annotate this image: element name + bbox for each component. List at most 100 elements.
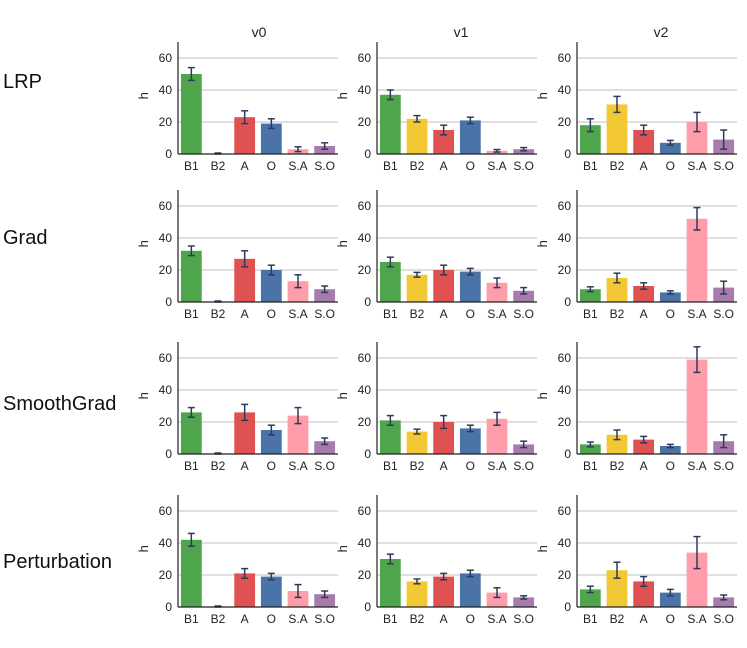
bar-b2: [606, 434, 628, 454]
y-tick-label: 0: [364, 147, 371, 161]
x-tick-label-s-o: S.O: [513, 307, 534, 321]
y-tick-label: 20: [159, 415, 173, 429]
bar-a: [433, 130, 455, 154]
x-tick-label-o: O: [466, 307, 475, 321]
x-tick-label-b1: B1: [583, 159, 598, 173]
bar-s-a: [686, 122, 708, 154]
x-tick-label-o: O: [267, 307, 276, 321]
row-label-perturbation: Perturbation: [3, 551, 112, 573]
x-tick-label-s-o: S.O: [713, 307, 734, 321]
bar-b2: [406, 431, 428, 454]
y-tick-label: 60: [159, 504, 173, 518]
x-tick-label-b2: B2: [610, 307, 625, 321]
y-axis-label: h: [535, 92, 550, 99]
bar-a: [234, 258, 256, 302]
y-axis-label: h: [136, 392, 151, 399]
y-tick-label: 60: [358, 351, 372, 365]
x-tick-label-a: A: [440, 612, 448, 626]
x-tick-label-s-a: S.A: [487, 307, 506, 321]
bar-s-o: [314, 146, 336, 154]
y-axis-label: h: [535, 392, 550, 399]
y-tick-label: 20: [358, 263, 372, 277]
bar-b2: [406, 118, 428, 154]
x-tick-label-b2: B2: [211, 307, 226, 321]
bar-s-o: [513, 290, 535, 302]
y-tick-label: 40: [558, 83, 572, 97]
x-tick-label-s-o: S.O: [314, 612, 335, 626]
y-tick-label: 40: [159, 536, 173, 550]
y-tick-label: 60: [159, 351, 173, 365]
bar-a: [633, 439, 655, 454]
x-tick-label-s-o: S.O: [713, 459, 734, 473]
y-tick-label: 0: [564, 147, 571, 161]
y-tick-label: 60: [358, 51, 372, 65]
x-tick-label-s-o: S.O: [513, 612, 534, 626]
panel-smoothgrad-v2: 0 20 40 60 h B1 B2 A O S.A S.O: [535, 342, 737, 473]
x-tick-label-b2: B2: [410, 612, 425, 626]
x-tick-label-a: A: [640, 612, 648, 626]
x-tick-label-b1: B1: [583, 459, 598, 473]
x-tick-label-b1: B1: [383, 307, 398, 321]
y-tick-label: 40: [558, 383, 572, 397]
y-tick-label: 0: [364, 600, 371, 614]
y-tick-label: 20: [358, 568, 372, 582]
x-tick-label-o: O: [666, 159, 675, 173]
y-tick-label: 0: [165, 147, 172, 161]
y-tick-label: 60: [558, 351, 572, 365]
bar-o: [260, 123, 282, 154]
y-axis-label: h: [335, 240, 350, 247]
panel-perturbation-v1: 0 20 40 60 h B1 B2 A O S.A S.O: [335, 495, 537, 626]
x-tick-label-s-o: S.O: [314, 459, 335, 473]
x-tick-label-s-a: S.A: [687, 307, 706, 321]
panel-perturbation-v0: 0 20 40 60 h B1 B2 A O S.A S.O: [136, 495, 338, 626]
bar-s-o: [713, 597, 735, 607]
x-tick-label-s-a: S.A: [487, 612, 506, 626]
x-tick-label-s-a: S.A: [687, 612, 706, 626]
bar-o: [659, 592, 681, 607]
y-tick-label: 60: [159, 51, 173, 65]
x-tick-label-s-o: S.O: [513, 459, 534, 473]
bar-o: [659, 446, 681, 454]
y-tick-label: 40: [358, 83, 372, 97]
y-axis-label: h: [136, 240, 151, 247]
y-tick-label: 0: [165, 295, 172, 309]
x-tick-label-a: A: [241, 159, 249, 173]
x-tick-label-o: O: [267, 612, 276, 626]
x-tick-label-o: O: [466, 459, 475, 473]
y-axis-label: h: [335, 392, 350, 399]
y-tick-label: 60: [358, 199, 372, 213]
x-tick-label-b1: B1: [184, 612, 199, 626]
x-tick-label-b2: B2: [610, 459, 625, 473]
panel-lrp-v0: 0 20 40 60 h B1 B2 A O S.A S.O: [136, 42, 338, 173]
x-tick-label-a: A: [241, 459, 249, 473]
bar-a: [633, 130, 655, 154]
bar-s-o: [513, 149, 535, 154]
x-tick-label-s-o: S.O: [713, 612, 734, 626]
x-tick-label-s-a: S.A: [487, 159, 506, 173]
bar-o: [459, 271, 481, 302]
column-titles: v0 v1 v2: [252, 24, 669, 40]
y-tick-label: 40: [558, 231, 572, 245]
y-tick-label: 0: [364, 447, 371, 461]
x-tick-label-a: A: [241, 612, 249, 626]
x-tick-label-o: O: [267, 459, 276, 473]
x-tick-label-a: A: [440, 159, 448, 173]
y-tick-label: 60: [358, 504, 372, 518]
row-labels: LRP Grad SmoothGrad Perturbation: [3, 71, 116, 573]
bar-b2: [606, 278, 628, 302]
x-tick-label-b1: B1: [383, 159, 398, 173]
bar-s-o: [314, 289, 336, 302]
y-tick-label: 40: [159, 83, 173, 97]
bar-b1: [379, 420, 401, 454]
bar-a: [633, 581, 655, 607]
bar-a: [433, 270, 455, 302]
y-tick-label: 40: [358, 231, 372, 245]
y-tick-label: 0: [165, 600, 172, 614]
column-title-v1: v1: [454, 24, 469, 40]
x-tick-label-s-o: S.O: [314, 159, 335, 173]
chart-panels: 0 20 40 60 h B1 B2 A O S.A S.O 0 20 40 60 h B1 B2 A O S.A S.O…: [136, 42, 737, 626]
row-label-smoothgrad: SmoothGrad: [3, 393, 116, 415]
x-tick-label-b1: B1: [184, 159, 199, 173]
x-tick-label-b2: B2: [410, 159, 425, 173]
